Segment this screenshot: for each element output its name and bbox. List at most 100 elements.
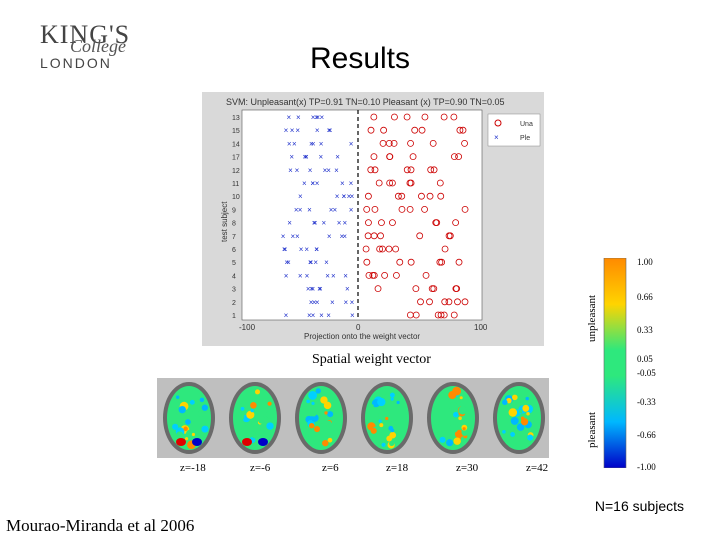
subject-tick-label: 11 (232, 181, 239, 188)
projection-plot: SVM: Unpleasant(x) TP=0.91 TN=0.10 Pleas… (202, 92, 544, 346)
unpleasant-marker (378, 219, 385, 227)
pleasant-marker: × (343, 271, 348, 280)
unpleasant-marker (456, 126, 464, 134)
pleasant-marker: × (298, 271, 303, 280)
unpleasant-marker (421, 206, 428, 213)
pleasant-marker: × (342, 192, 347, 201)
unpleasant-marker (370, 153, 378, 160)
unpleasant-marker (371, 206, 379, 213)
unpleasant-marker (365, 219, 372, 227)
pleasant-marker: × (324, 258, 329, 267)
unpleasant-marker (385, 245, 393, 253)
slice-label-2: z=-6 (250, 462, 271, 474)
unpleasant-marker (407, 258, 415, 266)
unpleasant-marker (418, 192, 425, 200)
pleasant-marker: × (323, 166, 328, 175)
pleasant-marker: × (319, 113, 324, 122)
pleasant-marker: × (315, 113, 320, 122)
unpleasant-marker (386, 153, 394, 160)
pleasant-marker: × (344, 298, 349, 307)
unpleasant-marker (427, 166, 435, 174)
unpleasant-marker (441, 298, 449, 306)
unpleasant-marker (454, 298, 461, 306)
unpleasant-marker (426, 298, 433, 306)
subject-tick-label: 6 (232, 247, 236, 254)
pleasant-marker: × (313, 258, 318, 267)
pleasant-marker: × (287, 139, 292, 148)
slide-title: Results (309, 42, 411, 75)
pleasant-marker: × (315, 179, 320, 188)
xtick-left: -100 (239, 323, 256, 332)
legend-ple-marker: × (494, 133, 499, 142)
slice-label-5: z=30 (456, 462, 479, 474)
unpleasant-marker (375, 179, 383, 187)
projection-plot-svg: SVM: Unpleasant(x) TP=0.91 TN=0.10 Pleas… (220, 97, 541, 341)
unpleasant-marker (367, 126, 375, 134)
brain-slice (229, 382, 281, 454)
plot-legend (487, 113, 541, 147)
pleasant-marker: × (327, 232, 332, 241)
pleasant-marker: × (330, 298, 335, 307)
unpleasant-marker (369, 271, 377, 279)
colorbar-label-2: 0.66 (637, 292, 653, 302)
pleasant-marker: × (349, 205, 354, 214)
unpleasant-marker (436, 179, 444, 187)
pleasant-marker: × (334, 166, 339, 175)
unpleasant-marker (381, 271, 389, 279)
unpleasant-marker (364, 232, 372, 240)
unpleasant-marker (398, 192, 406, 200)
pleasant-marker: × (309, 298, 314, 307)
pleasant-marker: × (331, 271, 336, 280)
pleasant-marker: × (298, 205, 303, 214)
pleasant-marker: × (310, 179, 315, 188)
pleasant-marker: × (309, 258, 314, 267)
subject-tick-label: 2 (232, 300, 236, 307)
pleasant-marker: × (312, 219, 317, 228)
unpleasant-marker (396, 258, 404, 266)
subject-tick-label: 13 (232, 115, 240, 122)
pleasant-marker: × (311, 285, 316, 294)
colorbar-pleasant-label: pleasant (586, 411, 598, 448)
pleasant-marker: × (304, 245, 309, 254)
pleasant-marker: × (284, 311, 289, 320)
unpleasant-marker (407, 166, 415, 174)
unpleasant-marker (393, 271, 400, 279)
slice-label-4: z=18 (386, 462, 409, 474)
unpleasant-marker (445, 298, 453, 306)
unpleasant-marker (441, 245, 449, 253)
brain-slice (295, 382, 347, 454)
pleasant-marker: × (304, 153, 309, 162)
legend-una-marker (494, 119, 502, 127)
pleasant-marker: × (349, 139, 354, 148)
pleasant-marker: × (308, 166, 313, 175)
unpleasant-marker (451, 153, 458, 160)
pleasant-marker: × (281, 232, 286, 241)
subject-tick-label: 15 (232, 128, 240, 135)
pleasant-marker: × (318, 153, 323, 162)
pleasant-marker: × (310, 179, 315, 188)
pleasant-marker: × (304, 153, 309, 162)
pleasant-marker: × (308, 258, 313, 267)
plot-ylabel: test subject (220, 201, 229, 242)
pleasant-marker: × (290, 232, 295, 241)
pleasant-marker: × (319, 311, 324, 320)
colorbar-label-1: 1.00 (637, 257, 653, 267)
pleasant-marker: × (317, 285, 322, 294)
pleasant-marker: × (309, 285, 314, 294)
unpleasant-marker (406, 179, 414, 187)
unpleasant-marker (392, 245, 400, 253)
unpleasant-marker (455, 258, 463, 266)
pleasant-marker: × (340, 179, 345, 188)
pleasant-marker: × (315, 245, 320, 254)
unpleasant-marker (403, 113, 411, 121)
colorbar-label-4: 0.05 (637, 354, 653, 364)
pleasant-marker: × (311, 113, 316, 122)
unpleasant-marker (389, 179, 396, 187)
pleasant-marker: × (343, 219, 348, 228)
unpleasant-marker (461, 140, 468, 147)
unpleasant-marker (380, 126, 388, 134)
unpleasant-marker (418, 126, 426, 134)
pleasant-marker: × (333, 205, 338, 214)
unpleasant-marker (450, 113, 458, 121)
unpleasant-marker (426, 192, 434, 200)
